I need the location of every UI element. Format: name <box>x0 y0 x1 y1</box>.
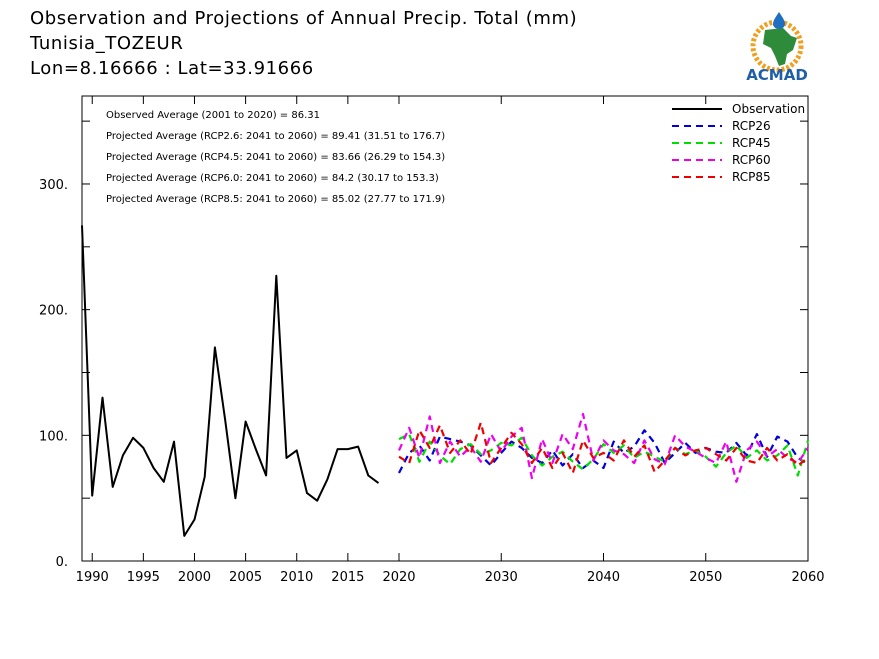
x-tick-label: 2020 <box>382 570 415 585</box>
x-tick-label: 1990 <box>76 570 109 585</box>
chart-title: Observation and Projections of Annual Pr… <box>30 8 578 29</box>
logo-text: ACMAD <box>746 66 808 84</box>
legend-label: RCP60 <box>732 153 771 167</box>
x-tick-label: 2010 <box>280 570 313 585</box>
y-tick-label: 200. <box>39 304 68 319</box>
acmad-logo: ACMAD <box>746 12 808 84</box>
y-tick-label: 300. <box>39 178 68 193</box>
legend-label: RCP85 <box>732 170 771 184</box>
x-tick-label: 2050 <box>689 570 722 585</box>
legend-label: Observation <box>732 102 805 116</box>
x-tick-label: 2005 <box>229 570 262 585</box>
legend-label: RCP45 <box>732 136 771 150</box>
x-tick-label: 2015 <box>331 570 364 585</box>
series-line-rcp85 <box>398 421 809 475</box>
series-line-rcp26 <box>398 429 809 474</box>
x-tick-label: 2030 <box>485 570 518 585</box>
x-tick-label: 2000 <box>178 570 211 585</box>
average-annotation: Projected Average (RCP8.5: 2041 to 2060)… <box>106 194 445 205</box>
axis-ticks: 1990 1995 2000 2005 2010 2015 2020 2030 2040 2050… <box>39 96 825 585</box>
average-annotation: Projected Average (RCP6.0: 2041 to 2060)… <box>106 173 439 184</box>
y-tick-label: 100. <box>39 429 68 444</box>
legend: Observation RCP26 RCP45 RCP60 RCP85 <box>672 102 805 184</box>
y-tick-label: 0. <box>56 555 68 570</box>
series-line-rcp45 <box>398 433 810 477</box>
series-line-observation <box>81 225 380 537</box>
average-annotation: Observed Average (2001 to 2020) = 86.31 <box>106 110 320 121</box>
plot-frame <box>81 95 809 562</box>
annotations: Observed Average (2001 to 2020) = 86.31 P… <box>106 110 445 205</box>
average-annotation: Projected Average (RCP2.6: 2041 to 2060)… <box>106 131 445 142</box>
africa-map-logo-icon <box>750 12 804 73</box>
x-tick-label: 2060 <box>791 570 824 585</box>
x-tick-label: 2040 <box>587 570 620 585</box>
data-series <box>81 225 810 537</box>
station-coordinates: Lon=8.16666 : Lat=33.91666 <box>30 58 314 79</box>
x-tick-label: 1995 <box>127 570 160 585</box>
legend-label: RCP26 <box>732 119 771 133</box>
average-annotation: Projected Average (RCP4.5: 2041 to 2060)… <box>106 152 445 163</box>
station-name: Tunisia_TOZEUR <box>30 33 184 54</box>
